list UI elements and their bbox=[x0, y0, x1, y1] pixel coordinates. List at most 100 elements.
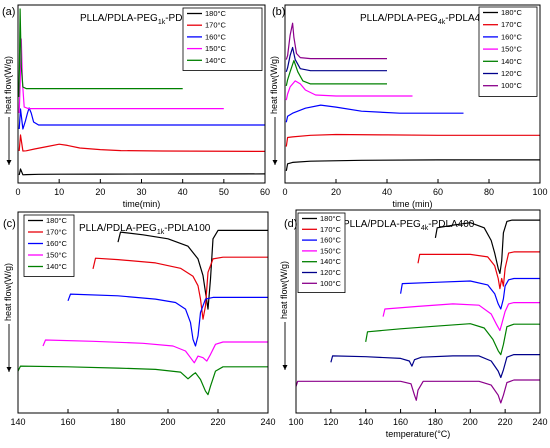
x-axis-label: time (min) bbox=[393, 199, 433, 209]
legend-entry: 100°C bbox=[320, 279, 342, 288]
legend-entry: 140°C bbox=[46, 262, 68, 271]
y-axis-label: heat flow(W/g) bbox=[3, 56, 13, 114]
series-line-160c bbox=[67, 293, 268, 347]
legend-entry: 140°C bbox=[320, 257, 342, 266]
legend-entry: 160°C bbox=[320, 236, 342, 245]
plot-frame bbox=[17, 211, 269, 414]
series-line-180c bbox=[434, 219, 540, 274]
x-tick-label: 160 bbox=[393, 417, 408, 427]
series-line-140c bbox=[18, 8, 183, 98]
legend-entry: 170°C bbox=[320, 225, 342, 234]
y-axis-label: heat flow(W/g) bbox=[279, 261, 289, 319]
x-tick-label: 200 bbox=[160, 417, 175, 427]
legend-box bbox=[478, 6, 538, 97]
legend-entry: 170°C bbox=[46, 228, 68, 237]
legend-entry: 120°C bbox=[501, 69, 523, 78]
series-line-140c bbox=[18, 365, 268, 396]
panel-label: (c) bbox=[3, 218, 16, 230]
series-line-150c bbox=[18, 38, 224, 114]
x-tick-label: 60 bbox=[433, 187, 443, 197]
legend-entry: 160°C bbox=[501, 32, 523, 41]
series-line-180c bbox=[117, 229, 268, 310]
chart-panel-b: 0 20 40 60 80 100 time (min) heat flow(W/g) (b) P… bbox=[269, 4, 548, 209]
series-line-100c bbox=[296, 379, 540, 404]
series-line-150c bbox=[285, 80, 413, 101]
series-line-170c bbox=[417, 251, 540, 290]
y-axis-label: heat flow(W/g) bbox=[3, 263, 13, 321]
series-line-160c bbox=[285, 104, 464, 123]
x-tick-label: 40 bbox=[382, 187, 392, 197]
x-tick-label: 240 bbox=[532, 417, 547, 427]
legend-entry: 150°C bbox=[501, 45, 523, 54]
legend-entry: 180°C bbox=[205, 9, 227, 18]
series-line-100c bbox=[285, 22, 387, 60]
legend-entry: 100°C bbox=[501, 81, 523, 90]
plot-frame bbox=[284, 4, 541, 184]
x-tick-label: 220 bbox=[210, 417, 225, 427]
x-tick-label: 180 bbox=[110, 417, 125, 427]
legend-entry: 160°C bbox=[46, 239, 68, 248]
y-axis-label: heat flow(W/g) bbox=[269, 56, 279, 114]
series-line-150c bbox=[382, 302, 540, 332]
chart-title: PLLA/PDLA-PEG4k-PDLA400 bbox=[360, 13, 492, 26]
endo-down-arrow-head bbox=[282, 365, 288, 370]
legend-entry: 170°C bbox=[501, 20, 523, 29]
x-tick-label: 50 bbox=[219, 187, 229, 197]
panel-label: (b) bbox=[272, 6, 285, 18]
legend-entry: 150°C bbox=[205, 44, 227, 53]
series-line-140c bbox=[285, 59, 387, 87]
legend-entry: 120°C bbox=[320, 268, 342, 277]
x-tick-label: 80 bbox=[484, 187, 494, 197]
x-tick-label: 20 bbox=[95, 187, 105, 197]
chart-title: PLLA/PDLA-PEG4k-PDLA400 bbox=[343, 219, 475, 232]
legend-box bbox=[297, 212, 346, 293]
series-line-140c bbox=[365, 323, 540, 356]
series-line-160c bbox=[18, 107, 265, 130]
endo-down-arrow-head bbox=[6, 160, 12, 165]
chart-panel-c: 140 160 180 200 220 240 heat flow(W/g) (c) PLLA/… bbox=[3, 211, 276, 427]
endo-down-arrow-head bbox=[6, 367, 12, 372]
series-line-160c bbox=[400, 277, 540, 310]
series-lines bbox=[18, 229, 268, 396]
x-tick-label: 10 bbox=[54, 187, 64, 197]
x-tick-label: 200 bbox=[463, 417, 478, 427]
series-lines bbox=[18, 8, 265, 176]
legend-entry: 170°C bbox=[205, 21, 227, 30]
legend-entry: 140°C bbox=[501, 57, 523, 66]
panel-label: (a) bbox=[2, 6, 15, 18]
endo-down-arrow-head bbox=[272, 160, 278, 165]
x-tick-label: 0 bbox=[15, 187, 20, 197]
plot-frame bbox=[295, 209, 541, 414]
x-tick-label: 0 bbox=[282, 187, 287, 197]
series-lines bbox=[285, 22, 540, 172]
series-line-150c bbox=[42, 339, 268, 364]
x-tick-label: 120 bbox=[323, 417, 338, 427]
legend-entry: 150°C bbox=[46, 251, 68, 260]
legend-entry: 150°C bbox=[320, 246, 342, 255]
series-lines bbox=[296, 219, 540, 404]
x-tick-label: 140 bbox=[358, 417, 373, 427]
legend-entry: 180°C bbox=[320, 214, 342, 223]
legend-entry: 180°C bbox=[501, 8, 523, 17]
legend: 180°C 170°C 160°C 150°C 140°C bbox=[182, 7, 263, 71]
x-tick-label: 240 bbox=[260, 417, 275, 427]
legend-entry: 160°C bbox=[205, 32, 227, 41]
series-line-170c bbox=[18, 134, 265, 152]
x-tick-label: 180 bbox=[428, 417, 443, 427]
x-tick-label: 20 bbox=[331, 187, 341, 197]
chart-panel-d: 100 120 140 160 180 200 220 240 temperature(°C) h… bbox=[279, 209, 548, 439]
series-line-180c bbox=[18, 168, 265, 176]
x-axis-label: time(min) bbox=[123, 199, 161, 209]
series-line-170c bbox=[285, 133, 540, 147]
series-line-120c bbox=[330, 354, 540, 379]
series-line-170c bbox=[92, 256, 268, 320]
x-tick-label: 30 bbox=[136, 187, 146, 197]
series-line-180c bbox=[285, 159, 540, 172]
legend: 180°C 170°C 160°C 150°C 140°C bbox=[23, 214, 75, 277]
x-tick-label: 40 bbox=[178, 187, 188, 197]
legend-entry: 180°C bbox=[46, 216, 68, 225]
x-axis-label: temperature(°C) bbox=[386, 429, 451, 439]
legend-entry: 140°C bbox=[205, 56, 227, 65]
x-tick-label: 220 bbox=[498, 417, 513, 427]
